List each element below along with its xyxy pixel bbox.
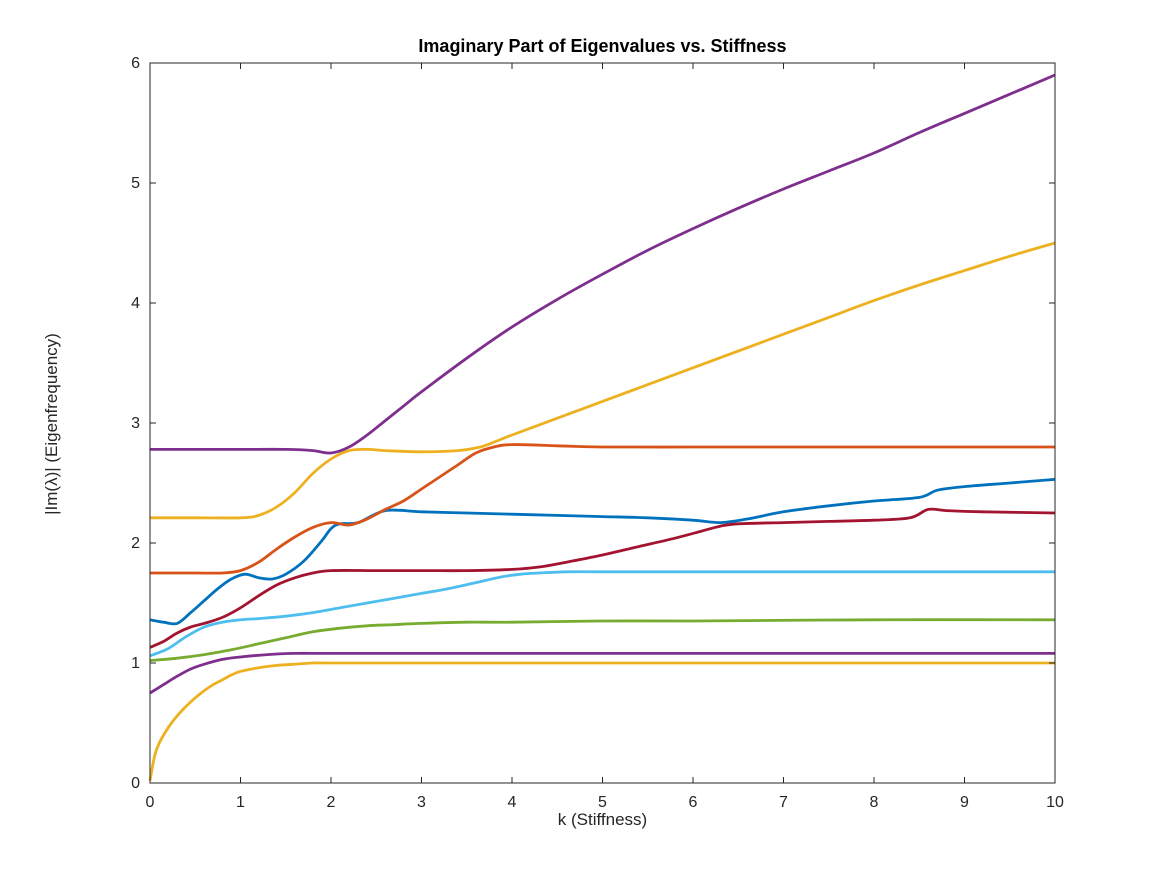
series-line-mode-5 xyxy=(149,618,1056,662)
x-tick-label: 1 xyxy=(236,794,245,811)
series-line-mode-9 xyxy=(149,651,1055,695)
y-tick-label: 2 xyxy=(131,535,140,552)
y-tick-label: 1 xyxy=(131,655,140,672)
y-tick-label: 5 xyxy=(131,175,140,192)
series-line-mode-4 xyxy=(150,73,1056,455)
x-axis-label: k (Stiffness) xyxy=(557,810,648,829)
x-tick-label: 5 xyxy=(598,794,607,811)
y-tick-label: 4 xyxy=(131,295,140,312)
y-tick-label: 0 xyxy=(131,775,140,792)
x-tick-label: 7 xyxy=(779,794,788,811)
x-tick-label: 4 xyxy=(508,794,517,811)
series-line-mode-6 xyxy=(149,570,1055,658)
y-tick-label: 6 xyxy=(131,55,140,72)
axes-box xyxy=(149,62,1056,784)
series-line-mode-2 xyxy=(149,443,1055,575)
y-tick-label: 3 xyxy=(131,415,140,432)
chart-title: Imaginary Part of Eigenvalues vs. Stiffn… xyxy=(418,36,787,56)
series-line-mode-8 xyxy=(148,661,1055,781)
x-tick-label: 9 xyxy=(960,794,969,811)
y-axis-label: |Im(λ)| (Eigenfrequency) xyxy=(42,333,61,515)
x-tick-label: 8 xyxy=(870,794,879,811)
x-tick-label: 3 xyxy=(417,794,426,811)
series-line-mode-3 xyxy=(150,241,1056,520)
x-tick-label: 2 xyxy=(327,794,336,811)
x-tick-label: 0 xyxy=(146,794,155,811)
x-tick-label: 10 xyxy=(1046,794,1064,811)
x-tick-label: 6 xyxy=(689,794,698,811)
series-line-mode-1 xyxy=(149,478,1056,626)
series-line-mode-7 xyxy=(149,507,1056,649)
